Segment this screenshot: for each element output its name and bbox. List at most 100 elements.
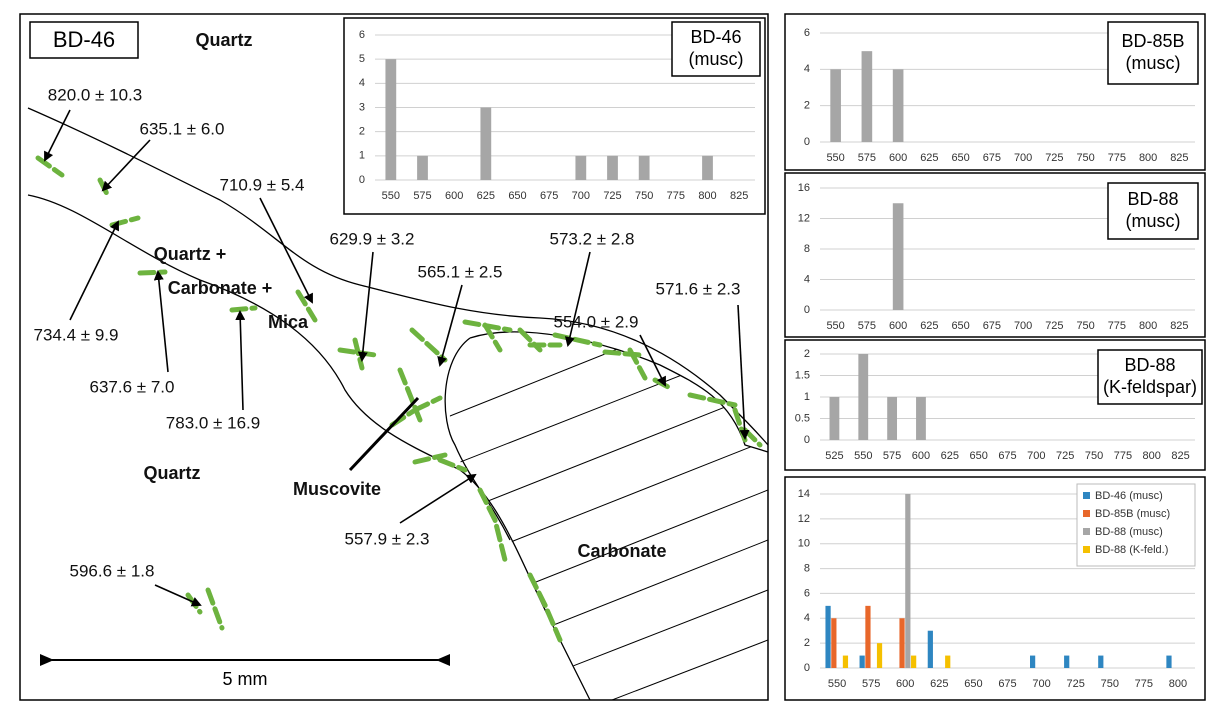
bar [1030,656,1035,668]
x-tick-label: 550 [828,678,846,690]
x-tick-label: 725 [1045,152,1063,164]
y-tick-label: 4 [804,63,810,75]
sample-label: BD-46 [53,27,115,52]
bar [843,656,848,668]
x-tick-label: 825 [1171,450,1189,462]
age-label: 637.6 ± 7.0 [90,377,175,396]
bar [893,69,904,142]
x-tick-label: 700 [1014,152,1032,164]
bar [480,108,491,181]
bar [830,69,841,142]
bar [607,156,618,180]
bar [575,156,586,180]
x-tick-label: 675 [983,152,1001,164]
chart-title: (K-feldspar) [1103,377,1197,397]
y-tick-label: 2 [804,637,810,649]
x-tick-label: 650 [964,678,982,690]
y-tick-label: 4 [804,612,810,624]
age-label: 783.0 ± 16.9 [166,413,260,432]
age-arrow [362,252,373,360]
x-tick-label: 575 [883,450,901,462]
x-tick-label: 800 [1139,152,1157,164]
y-tick-label: 2 [804,100,810,112]
bar [831,618,836,668]
legend-label: BD-88 (musc) [1095,526,1163,538]
y-tick-label: 8 [804,243,810,255]
bar [899,618,904,668]
x-tick-label: 550 [826,152,844,164]
x-tick-label: 650 [508,190,526,202]
x-tick-label: 550 [854,450,872,462]
x-tick-label: 725 [1056,450,1074,462]
mineral-label: Mica [268,312,309,332]
x-tick-label: 600 [912,450,930,462]
x-tick-label: 775 [1108,152,1126,164]
x-tick-label: 800 [1143,450,1161,462]
x-tick-label: 575 [858,152,876,164]
age-label: 635.1 ± 6.0 [140,119,225,138]
x-tick-label: 550 [382,190,400,202]
bar [862,51,873,142]
y-tick-label: 0 [804,434,810,446]
age-arrow [400,475,475,523]
bar [702,156,713,180]
x-tick-label: 650 [951,152,969,164]
bar [928,631,933,668]
bar [825,606,830,668]
age-label: 554.0 ± 2.9 [554,312,639,331]
age-label: 571.6 ± 2.3 [656,279,741,298]
mineral-label: Muscovite [293,479,381,499]
bar [417,156,428,180]
y-tick-label: 12 [798,513,810,525]
x-tick-label: 750 [1076,320,1094,332]
bar [639,156,650,180]
chart-title: (musc) [689,49,744,69]
mineral-label: Quartz [195,30,252,50]
bar [1064,656,1069,668]
x-tick-label: 525 [825,450,843,462]
legend-swatch [1083,510,1090,517]
scale-label: 5 mm [223,669,268,689]
x-tick-label: 750 [1076,152,1094,164]
y-tick-label: 2 [804,348,810,360]
x-tick-label: 725 [1045,320,1063,332]
mineral-label: Quartz + [154,244,227,264]
age-label: 565.1 ± 2.5 [418,262,503,281]
x-tick-label: 625 [920,320,938,332]
x-tick-label: 600 [889,320,907,332]
age-label: 596.6 ± 1.8 [70,561,155,580]
x-tick-label: 600 [445,190,463,202]
x-tick-label: 800 [1139,320,1157,332]
figure: BD-46 Quartz Quartz + Carbonate + Mica Q… [0,0,1216,704]
y-tick-label: 16 [798,182,810,194]
y-tick-label: 0 [359,174,365,186]
age-label: 557.9 ± 2.3 [345,529,430,548]
legend-swatch [1083,546,1090,553]
y-tick-label: 4 [359,77,365,89]
bar [877,643,882,668]
age-arrow [155,585,200,605]
y-tick-label: 14 [798,488,810,500]
age-label: 710.9 ± 5.4 [220,175,305,194]
bar [1166,656,1171,668]
x-tick-label: 575 [862,678,880,690]
chart-title: BD-88 [1124,355,1175,375]
mineral-label: Carbonate + [168,278,273,298]
x-tick-label: 750 [1101,678,1119,690]
x-tick-label: 725 [1067,678,1085,690]
y-tick-label: 0.5 [795,412,810,424]
y-tick-label: 4 [804,273,810,285]
y-tick-label: 3 [359,101,365,113]
x-tick-label: 675 [983,320,1001,332]
x-tick-label: 625 [941,450,959,462]
legend-label: BD-88 (K-feld.) [1095,544,1168,556]
age-label: 573.2 ± 2.8 [550,229,635,248]
x-tick-label: 800 [698,190,716,202]
x-tick-label: 600 [889,152,907,164]
bar [916,397,926,440]
legend-label: BD-46 (musc) [1095,490,1163,502]
x-tick-label: 775 [1108,320,1126,332]
x-tick-label: 725 [603,190,621,202]
chart-title: BD-88 [1127,189,1178,209]
y-tick-label: 10 [798,538,810,550]
